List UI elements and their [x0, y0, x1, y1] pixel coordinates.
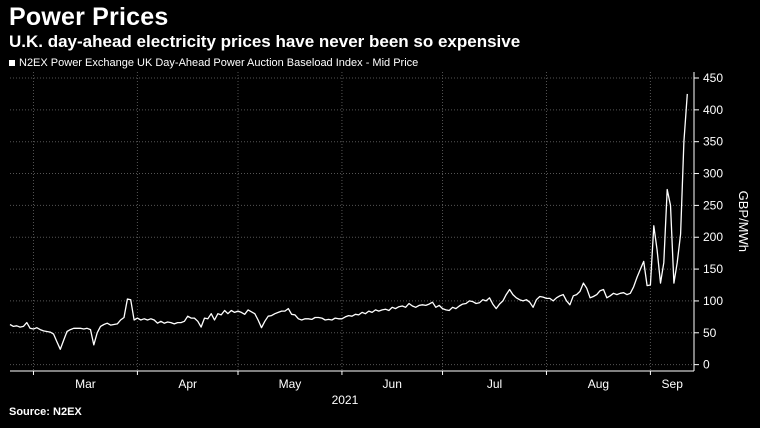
y-tick-label: 150 — [703, 262, 723, 276]
x-tick-label: May — [279, 377, 302, 391]
x-tick-label: Apr — [178, 377, 197, 391]
year-label: 2021 — [332, 393, 359, 407]
y-tick-label: 200 — [703, 230, 723, 244]
legend-swatch — [9, 60, 15, 66]
y-tick-label: 450 — [703, 71, 723, 85]
x-tick-label: Sep — [662, 377, 684, 391]
series — [9, 93, 688, 350]
y-tick-label: 250 — [703, 198, 723, 212]
source-note: Source: N2EX — [9, 406, 82, 418]
x-tick-label: Jul — [487, 377, 502, 391]
y-tick-label: 350 — [703, 135, 723, 149]
x-tick-label: Mar — [75, 377, 96, 391]
series-line — [9, 93, 688, 350]
y-tick-label: 0 — [703, 358, 710, 372]
y-tick-label: 400 — [703, 103, 723, 117]
legend: N2EX Power Exchange UK Day-Ahead Power A… — [9, 57, 418, 69]
legend-label: N2EX Power Exchange UK Day-Ahead Power A… — [19, 57, 419, 69]
y-axis-label: GBP/MWh — [736, 191, 751, 252]
y-tick-label: 50 — [703, 326, 717, 340]
y-tick-label: 300 — [703, 167, 723, 181]
x-tick-label: Jun — [383, 377, 402, 391]
y-tick-label: 100 — [703, 294, 723, 308]
axes: 0 50 100 150 200 250 300 350 400 450 Mar Apr May Jun J… — [10, 71, 751, 407]
x-tick-label: Aug — [588, 377, 609, 391]
grid — [10, 72, 694, 371]
chart-subtitle: U.K. day-ahead electricity prices have n… — [9, 32, 521, 51]
chart-title: Power Prices — [9, 3, 169, 31]
